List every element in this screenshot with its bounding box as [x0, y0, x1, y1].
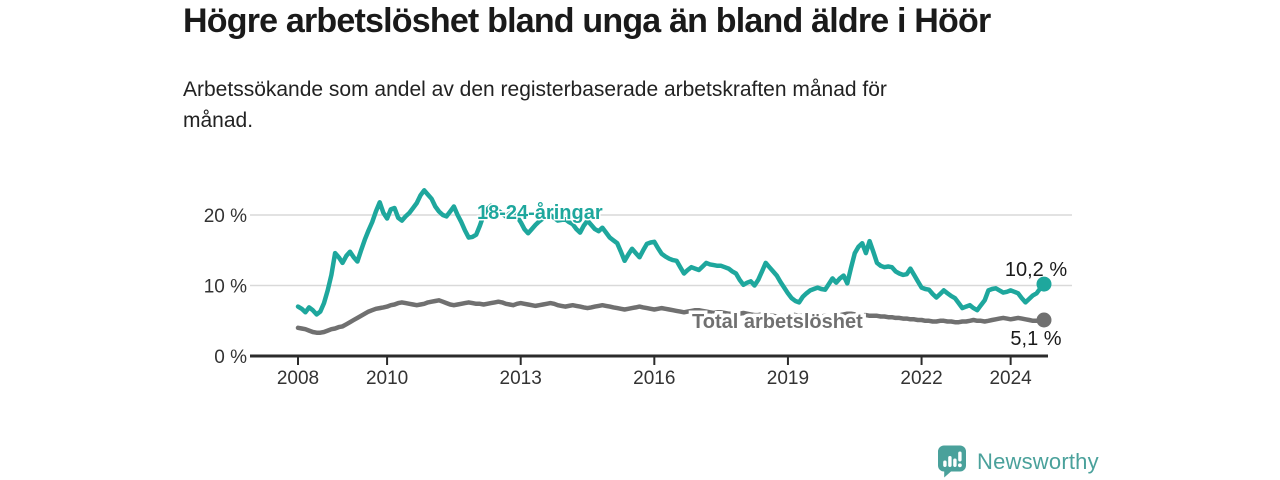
- newsworthy-brand-name: Newsworthy: [977, 448, 1099, 474]
- chart-title: Högre arbetslöshet bland unga än bland ä…: [183, 2, 991, 40]
- newsworthy-logo: Newsworthy: [936, 444, 1099, 479]
- x-tick-label-2013: 2013: [500, 368, 542, 389]
- series-line-18-24-aringar: [295, 188, 1047, 317]
- end-value-label-total: 5,1 %: [1010, 328, 1061, 350]
- y-axis-labels: 0 % 10 % 20 %: [204, 206, 247, 368]
- series-label-18-24-aringar: 18-24-åringar: [477, 201, 603, 224]
- newsworthy-speech-bubble-bar-chart-icon: [938, 445, 966, 478]
- y-tick-label-20: 20 %: [204, 206, 247, 227]
- end-value-label-youth: 10,2 %: [1005, 259, 1067, 281]
- y-tick-label-0: 0 %: [214, 347, 247, 368]
- series-end-dot-total: [1036, 312, 1052, 328]
- x-tick-label-2010: 2010: [366, 368, 408, 389]
- series-end-dot-youth: [1036, 276, 1052, 292]
- x-tick-label-2024: 2024: [989, 368, 1032, 389]
- series-label-total-arbetsloshet: Total arbetslöshet: [692, 311, 863, 333]
- chart-subtitle-line-2: månad.: [183, 109, 254, 132]
- y-tick-label-10: 10 %: [204, 277, 247, 298]
- x-tick-label-2019: 2019: [767, 368, 809, 389]
- x-tick-label-2008: 2008: [277, 368, 319, 389]
- x-axis-ticks-and-labels: 2008 2010 2013 2016 2019 2022 2024: [277, 356, 1032, 389]
- x-tick-label-2022: 2022: [900, 368, 942, 389]
- series-line-total-arbetsloshet: [295, 298, 1047, 335]
- chart-subtitle: Arbetssökande som andel av den registerb…: [183, 74, 1083, 136]
- chart-subtitle-line-1: Arbetssökande som andel av den registerb…: [183, 78, 887, 101]
- x-tick-label-2016: 2016: [633, 368, 675, 389]
